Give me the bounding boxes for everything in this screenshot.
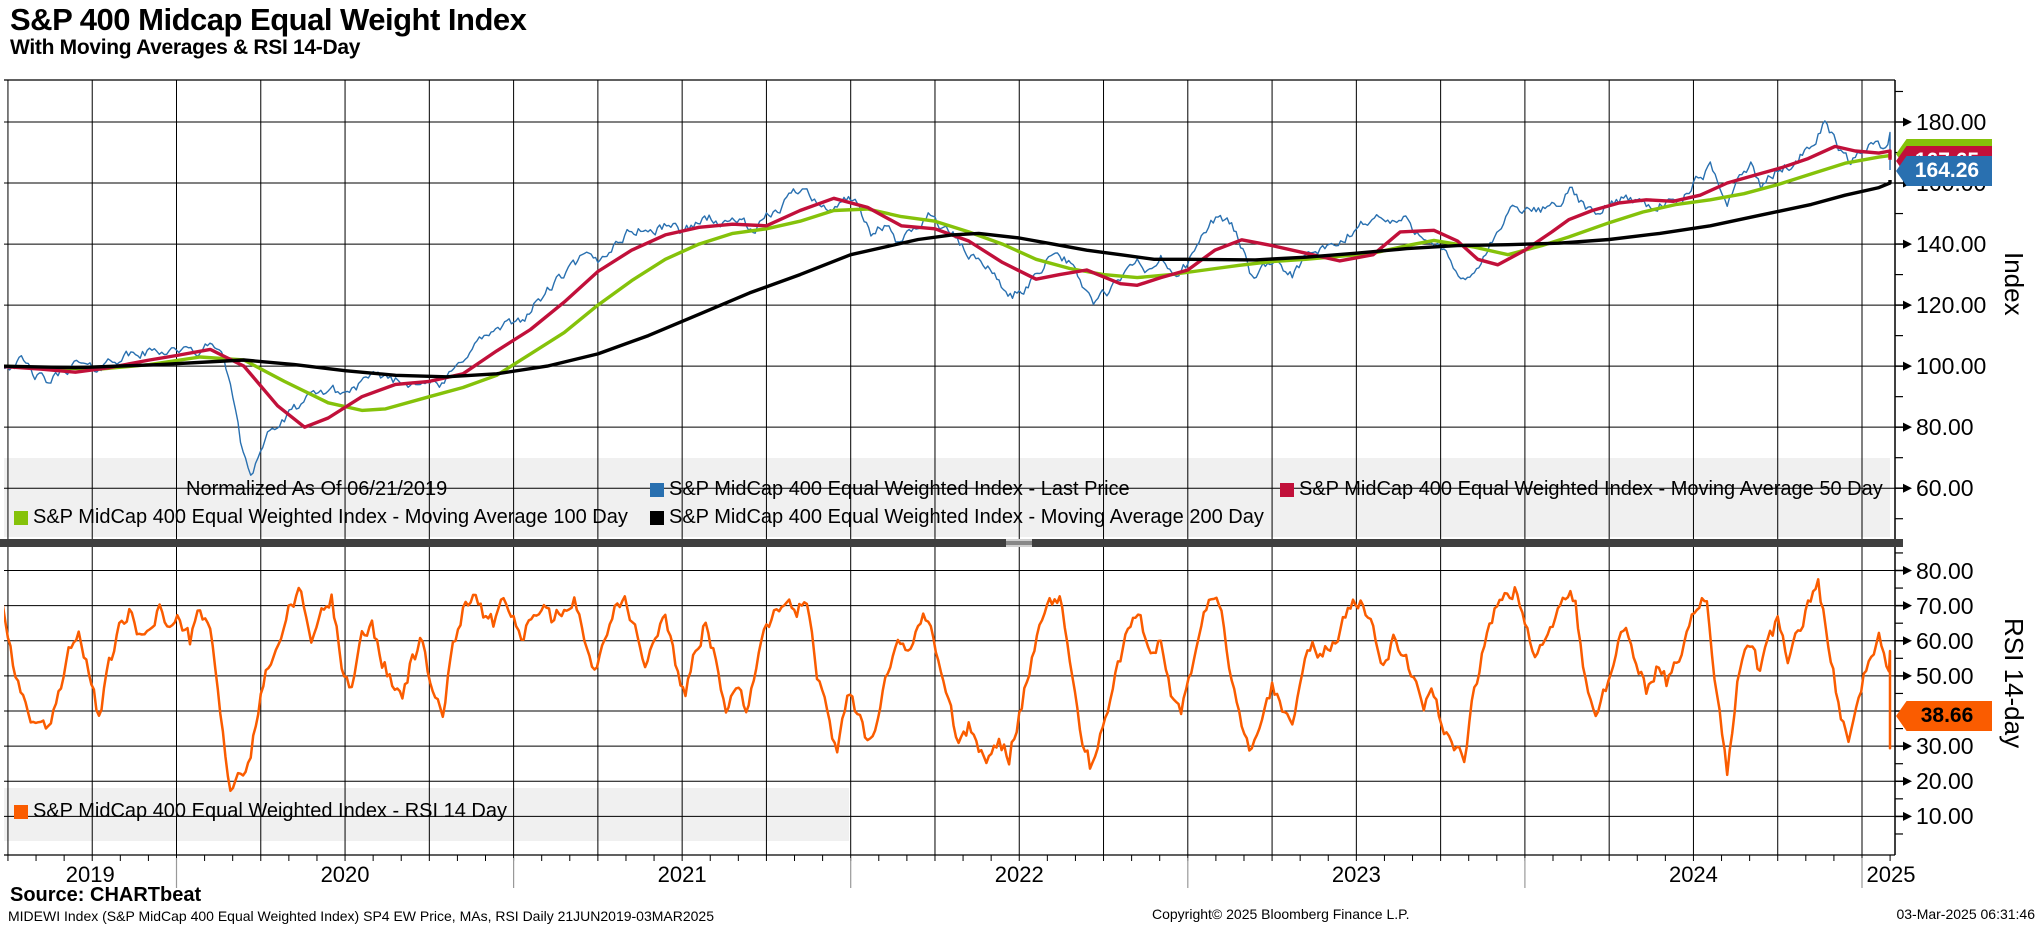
legend-item-ma200[interactable]: S&P MidCap 400 Equal Weighted Index - Mo… — [650, 506, 1264, 529]
rsi-series-line — [4, 578, 1892, 793]
normalized-note: Normalized As Of 06/21/2019 — [186, 478, 448, 500]
rsi-axis-tick-label: 60.00 — [1916, 627, 1974, 654]
price-axis-tick-label: 180.00 — [1916, 109, 1987, 135]
x-axis-year-label: 2022 — [994, 862, 1044, 887]
axis-tick-arrow-icon — [1903, 601, 1912, 611]
legend-label: S&P MidCap 400 Equal Weighted Index - RS… — [33, 800, 507, 822]
footer-copyright: Copyright© 2025 Bloomberg Finance L.P. — [1152, 906, 1410, 922]
legend-item-ma50[interactable]: S&P MidCap 400 Equal Weighted Index - Mo… — [1280, 478, 1883, 501]
price-axis-tick-label: 60.00 — [1916, 475, 1974, 502]
last-price-tag[interactable]: 164.26 — [1896, 156, 1992, 186]
rsi-axis-tick-label: 80.00 — [1916, 557, 1974, 584]
footer-description: MIDEWI Index (S&P MidCap 400 Equal Weigh… — [8, 908, 715, 924]
legend-item-ma100[interactable]: S&P MidCap 400 Equal Weighted Index - Mo… — [14, 506, 628, 529]
rsi-value-tag[interactable]: 38.66 — [1896, 701, 1992, 731]
price-series-line — [4, 153, 1892, 413]
last-price-swatch-icon — [650, 482, 664, 497]
panel-divider[interactable] — [0, 539, 1903, 547]
x-axis-year-label: 2020 — [320, 862, 370, 887]
rsi-swatch-icon — [14, 804, 28, 819]
ma50-swatch-icon — [1280, 482, 1294, 497]
price-series-line — [4, 144, 1892, 429]
price-axis-tick-label: 140.00 — [1916, 231, 1987, 258]
legend-label: S&P MidCap 400 Equal Weighted Index - Mo… — [1299, 478, 1883, 500]
axis-tick-arrow-icon — [1903, 300, 1912, 310]
rsi-axis-tick-label: 20.00 — [1916, 768, 1974, 795]
price-legend-box — [4, 458, 1890, 537]
page-subtitle: With Moving Averages & RSI 14-Day — [10, 36, 361, 59]
rsi-axis-tick-label: 10.00 — [1916, 803, 1974, 830]
x-axis-year-label: 2019 — [65, 862, 115, 887]
legend-item-last-price[interactable]: S&P MidCap 400 Equal Weighted Index - La… — [650, 478, 1130, 501]
axis-tick-arrow-icon — [1903, 636, 1912, 646]
axis-tick-arrow-icon — [1903, 741, 1912, 751]
price-axis-title: Index — [1999, 252, 2029, 316]
x-axis-year-label: 2023 — [1331, 862, 1381, 887]
legend-label: S&P MidCap 400 Equal Weighted Index - Mo… — [669, 506, 1264, 528]
page-title: S&P 400 Midcap Equal Weight Index — [10, 2, 527, 37]
axis-tick-arrow-icon — [1903, 239, 1912, 249]
price-series-line — [4, 120, 1891, 476]
price-axis-tick-label: 120.00 — [1916, 292, 1987, 319]
x-axis-year-label: 2021 — [657, 862, 707, 887]
axis-tick-arrow-icon — [1903, 566, 1912, 575]
rsi-axis-tick-label: 50.00 — [1916, 662, 1974, 689]
legend-label: S&P MidCap 400 Equal Weighted Index - La… — [669, 478, 1130, 500]
rsi-axis-tick-label: 30.00 — [1916, 733, 1974, 760]
axis-tick-arrow-icon — [1903, 776, 1912, 786]
rsi-axis-tick-label: 70.00 — [1916, 592, 1974, 619]
axis-tick-arrow-icon — [1903, 671, 1912, 681]
price-axis-tick-label: 80.00 — [1916, 414, 1974, 441]
price-series-group — [4, 120, 1892, 476]
rsi-series-group — [4, 578, 1892, 793]
ma200-swatch-icon — [650, 510, 664, 525]
axis-tick-arrow-icon — [1903, 117, 1912, 127]
legend-label: S&P MidCap 400 Equal Weighted Index - Mo… — [33, 506, 628, 528]
rsi-axis-title: RSI 14-day — [1999, 618, 2029, 749]
axis-tick-arrow-icon — [1903, 483, 1912, 493]
x-axis-year-label: 2024 — [1668, 862, 1718, 887]
axis-tick-arrow-icon — [1903, 811, 1912, 821]
ma100-swatch-icon — [14, 510, 28, 525]
price-series-line — [4, 180, 1892, 379]
axis-tick-arrow-icon — [1903, 361, 1912, 371]
footer-source: Source: CHARTbeat — [10, 884, 202, 906]
price-axis-tick-label: 100.00 — [1916, 353, 1987, 380]
rsi-legend-box — [4, 788, 849, 841]
footer-timestamp: 03-Mar-2025 06:31:46 — [1896, 906, 2035, 922]
x-axis-year-label: 2025 — [1866, 862, 1916, 887]
panel-splitter-handle[interactable] — [1006, 539, 1032, 547]
axis-tick-arrow-icon — [1903, 422, 1912, 432]
legend-item-rsi[interactable]: S&P MidCap 400 Equal Weighted Index - RS… — [14, 800, 507, 823]
